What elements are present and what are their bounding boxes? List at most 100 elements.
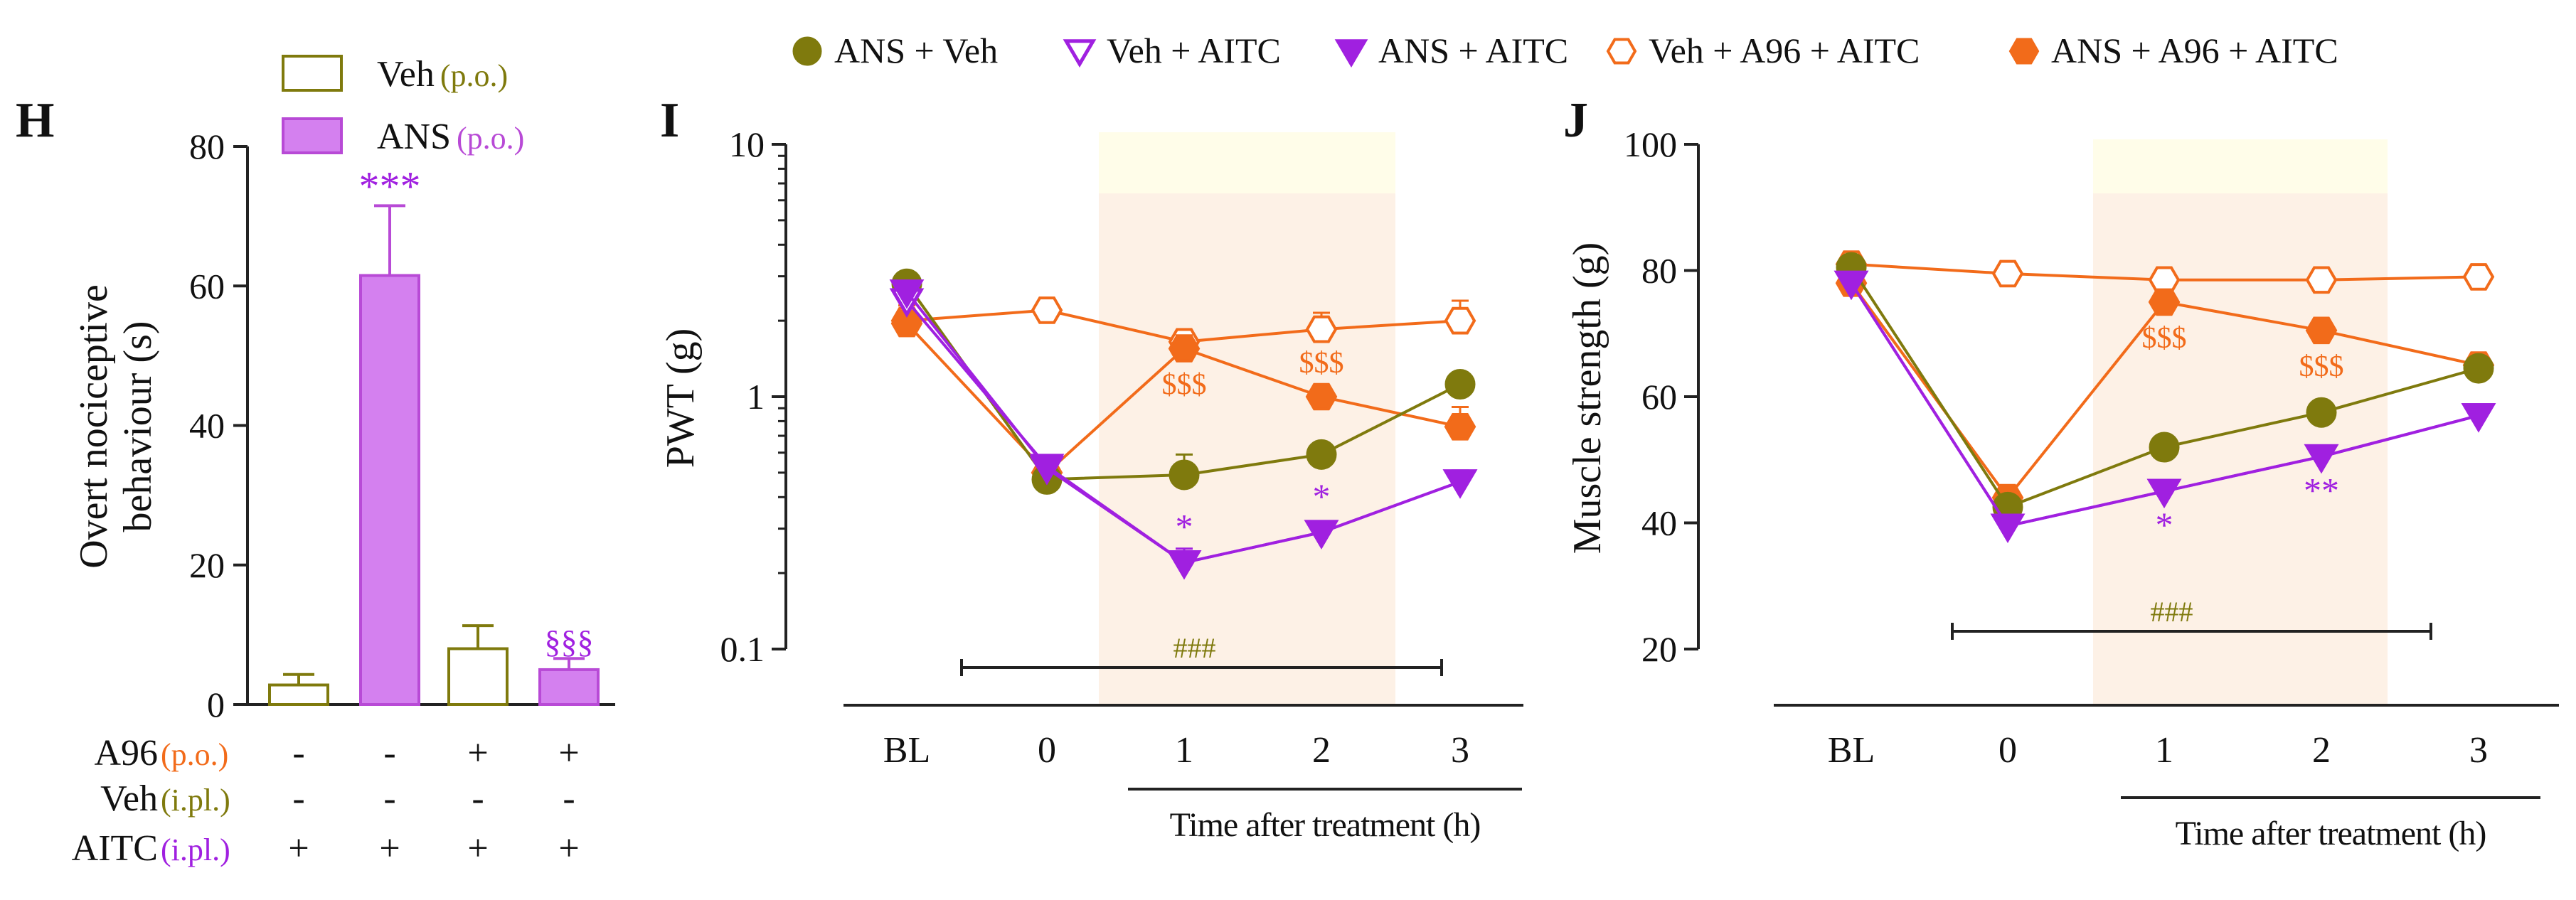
h-bar-0 (268, 683, 329, 707)
j-hash-annotation: ### (2151, 596, 2193, 628)
h-bar-annotation-1: *** (359, 163, 421, 209)
h-legend-route-0: (p.o.) (440, 58, 508, 93)
j-point-0-4 (2463, 353, 2494, 384)
i-point-3-3 (1305, 315, 1338, 343)
i-point-4-3 (1305, 382, 1338, 411)
j-treatment-band-top (2093, 139, 2388, 193)
h-treatment-sign-2-2: + (467, 828, 488, 869)
h-treatment-sign-1-0: - (292, 778, 304, 819)
i-point-4-4 (1444, 413, 1476, 441)
legend-symbol-4 (2008, 38, 2040, 65)
legend-symbol-3 (1606, 38, 1637, 65)
j-xtick-label-1: 0 (1998, 730, 2017, 771)
panel-label-i: I (660, 93, 679, 148)
j-point-2-3 (2304, 444, 2339, 474)
i-annotation-2: * (1176, 506, 1193, 546)
i-treatment-band (1099, 193, 1395, 705)
j-point-4-3 (2305, 316, 2338, 345)
h-treatment-sign-0-1: - (383, 733, 395, 773)
h-legend-name-0: Veh (377, 54, 435, 95)
j-point-3-1 (1991, 259, 2024, 288)
i-ytick-label-0: 0.1 (720, 629, 765, 669)
h-bar-3 (538, 668, 600, 706)
i-ytick-label-2: 10 (729, 124, 765, 164)
legend-label-2: ANS + AITC (1378, 31, 1568, 70)
h-treatment-row-0: A96 (94, 733, 158, 773)
j-xtick-label-4: 3 (2469, 730, 2488, 771)
j-ytick-label-4: 100 (1624, 124, 1677, 164)
i-annotation-3: * (1313, 476, 1331, 516)
i-xtick-label-0: BL (883, 730, 930, 771)
i-point-2-1 (1029, 456, 1065, 486)
j-ytick-label-0: 20 (1641, 629, 1677, 669)
i-y-label: PWT (g) (659, 328, 703, 468)
j-treatment-band (2093, 193, 2388, 705)
i-point-2-3 (1304, 520, 1339, 550)
h-ytick-label-1: 20 (189, 545, 225, 585)
i-annotation-1: $$$ (1299, 347, 1344, 380)
legend-label-4: ANS + A96 + AITC (2051, 31, 2338, 70)
h-treatment-name-2: AITC (72, 828, 158, 869)
h-treatment-route-1: (i.pl.) (161, 783, 230, 818)
h-y-label: Overt nociceptivebehaviour (s) (72, 284, 160, 569)
j-point-3-4 (2462, 263, 2495, 291)
h-y-label-line1: Overt nociceptive (72, 284, 116, 569)
i-annotation-0: $$$ (1162, 368, 1207, 401)
h-treatment-row-1: Veh (100, 778, 158, 819)
h-treatment-name-1: Veh (100, 778, 158, 819)
panel-label-h: H (16, 93, 54, 148)
h-ytick-label-0: 0 (207, 685, 225, 724)
h-treatment-route-0: (p.o.) (161, 737, 228, 772)
h-treatment-sign-0-2: + (467, 733, 488, 773)
j-point-2-1 (1990, 513, 2026, 543)
j-y-label: Muscle strength (g) (1565, 242, 1609, 555)
i-treatment-band-top (1099, 132, 1395, 193)
legend-symbol-2 (1334, 39, 1368, 68)
i-xtick-label-3: 2 (1312, 730, 1331, 771)
j-ytick-label-2: 60 (1641, 377, 1677, 417)
h-ytick-label-3: 60 (189, 266, 225, 306)
j-ytick-label-1: 40 (1641, 503, 1677, 543)
h-treatment-sign-1-2: - (472, 778, 484, 819)
j-point-2-2 (2146, 478, 2182, 509)
i-xtick-label-2: 1 (1175, 730, 1193, 771)
j-xtick-label-2: 1 (2155, 730, 2173, 771)
h-y-label-line2: behaviour (s) (116, 321, 160, 532)
i-point-0-3 (1306, 439, 1337, 470)
h-treatment-sign-2-3: + (558, 828, 579, 869)
i-x-label: Time after treatment (h) (1170, 806, 1481, 844)
j-point-4-2 (2148, 288, 2181, 316)
j-annotation-3: ** (2304, 470, 2339, 510)
h-treatment-sign-2-0: + (288, 828, 309, 869)
h-treatment-sign-2-1: + (379, 828, 400, 869)
i-point-3-4 (1444, 306, 1476, 335)
h-legend-entry-1: ANS (p.o.) (377, 117, 524, 157)
h-treatment-route-2: (i.pl.) (161, 832, 230, 867)
h-ytick-label-4: 80 (189, 127, 225, 166)
j-xtick-label-0: BL (1828, 730, 1875, 771)
legend-symbol-1 (1063, 39, 1097, 68)
h-bar-1 (359, 274, 420, 706)
legend-label-1: Veh + AITC (1107, 31, 1281, 70)
i-point-3-1 (1031, 296, 1063, 324)
h-legend-route-1: (p.o.) (457, 121, 524, 156)
j-ytick-label-3: 80 (1641, 251, 1677, 291)
j-point-0-3 (2306, 397, 2337, 428)
i-xtick-label-4: 3 (1451, 730, 1469, 771)
j-x-label: Time after treatment (h) (2176, 815, 2486, 852)
h-ytick-label-2: 40 (189, 406, 225, 446)
j-annotation-1: $$$ (2299, 350, 2344, 383)
h-treatment-name-0: A96 (94, 733, 158, 773)
i-xtick-label-1: 0 (1038, 730, 1056, 771)
legend-symbol-0 (792, 36, 822, 66)
i-point-2-2 (1166, 550, 1202, 580)
h-treatment-sign-0-0: - (292, 733, 304, 773)
h-bar-annotation-3: §§§ (545, 623, 594, 660)
h-legend-name-1: ANS (377, 117, 451, 157)
h-treatment-row-2: AITC (72, 828, 158, 869)
i-point-0-4 (1444, 369, 1476, 400)
h-legend-swatch-0 (282, 55, 343, 92)
i-hash-annotation: ### (1173, 632, 1216, 664)
h-bar-2 (447, 647, 509, 706)
